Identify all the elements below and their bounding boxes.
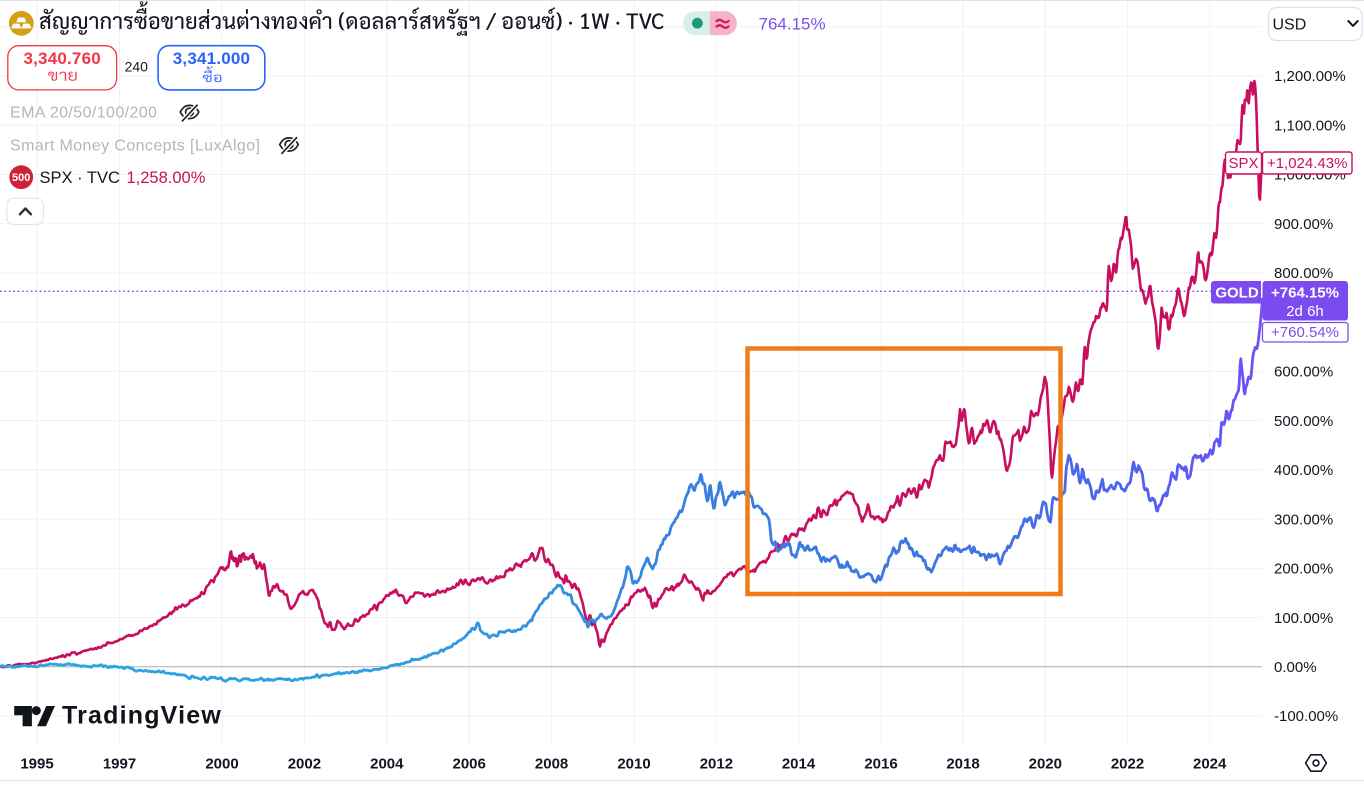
svg-text:500: 500 <box>12 172 30 184</box>
svg-text:100.00%: 100.00% <box>1274 610 1333 627</box>
svg-text:0.00%: 0.00% <box>1274 659 1317 676</box>
svg-text:2d 6h: 2d 6h <box>1286 303 1324 320</box>
svg-text:2006: 2006 <box>453 756 486 773</box>
svg-text:2002: 2002 <box>288 756 321 773</box>
svg-text:2020: 2020 <box>1029 756 1062 773</box>
svg-text:1,200.00%: 1,200.00% <box>1274 68 1346 85</box>
svg-text:3,340.760: 3,340.760 <box>23 49 100 68</box>
svg-text:764.15%: 764.15% <box>759 15 826 34</box>
svg-text:USD: USD <box>1273 16 1307 33</box>
svg-text:600.00%: 600.00% <box>1274 364 1333 381</box>
svg-text:200.00%: 200.00% <box>1274 561 1333 578</box>
svg-text:SPX: SPX <box>1228 155 1258 172</box>
svg-text:240: 240 <box>125 58 149 74</box>
svg-text:Smart Money Concepts [LuxAlgo]: Smart Money Concepts [LuxAlgo] <box>10 138 260 155</box>
svg-text:+764.15%: +764.15% <box>1271 285 1339 302</box>
svg-text:1997: 1997 <box>103 756 136 773</box>
svg-text:3,341.000: 3,341.000 <box>173 49 250 68</box>
svg-text:2016: 2016 <box>864 756 897 773</box>
svg-text:2010: 2010 <box>617 756 650 773</box>
svg-text:1,258.00%: 1,258.00% <box>127 169 206 187</box>
svg-text:2004: 2004 <box>370 756 404 773</box>
svg-text:SPX · TVC: SPX · TVC <box>40 169 120 187</box>
svg-text:-100.00%: -100.00% <box>1274 708 1338 725</box>
svg-text:300.00%: 300.00% <box>1274 511 1333 528</box>
svg-text:2018: 2018 <box>946 756 979 773</box>
svg-text:2012: 2012 <box>700 756 733 773</box>
svg-text:2014: 2014 <box>782 756 816 773</box>
svg-text:900.00%: 900.00% <box>1274 216 1333 233</box>
svg-text:EMA 20/50/100/200: EMA 20/50/100/200 <box>10 105 157 122</box>
svg-text:800.00%: 800.00% <box>1274 265 1333 282</box>
svg-text:1,100.00%: 1,100.00% <box>1274 118 1346 135</box>
svg-text:TradingView: TradingView <box>62 702 222 730</box>
svg-text:400.00%: 400.00% <box>1274 462 1333 479</box>
svg-text:2000: 2000 <box>205 756 238 773</box>
svg-text:2024: 2024 <box>1193 756 1227 773</box>
svg-text:+1,024.43%: +1,024.43% <box>1267 155 1348 172</box>
svg-text:2008: 2008 <box>535 756 568 773</box>
svg-text:2022: 2022 <box>1111 756 1144 773</box>
svg-text:+760.54%: +760.54% <box>1271 324 1339 341</box>
svg-text:GOLD: GOLD <box>1215 285 1258 302</box>
svg-text:1995: 1995 <box>20 756 53 773</box>
svg-text:500.00%: 500.00% <box>1274 413 1333 430</box>
